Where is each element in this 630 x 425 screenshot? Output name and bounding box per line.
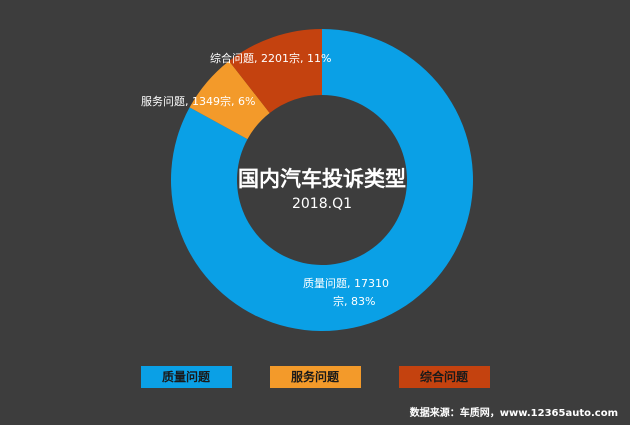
data-source: 数据来源：车质网，www.12365auto.com: [409, 408, 618, 419]
legend-item-comprehensive: 综合问题: [398, 366, 490, 388]
data-label-quality-line2: 宗, 83%: [333, 294, 375, 308]
slice-quality: [170, 29, 474, 331]
chart-title: 国内汽车投诉类型: [238, 167, 406, 191]
slice-comprehensive: [229, 29, 322, 114]
data-label-service: 服务问题, 1349宗, 6%: [141, 94, 255, 108]
legend-item-service: 服务问题: [269, 366, 361, 388]
slice-service: [189, 60, 270, 140]
chart-subtitle: 2018.Q1: [292, 196, 352, 212]
data-label-comprehensive: 综合问题, 2201宗, 11%: [210, 51, 331, 65]
legend-item-quality: 质量问题: [140, 366, 232, 388]
legend: 质量问题 服务问题 综合问题: [0, 366, 630, 388]
donut-slices: [170, 29, 474, 331]
data-label-quality: 质量问题, 17310: [303, 277, 389, 290]
